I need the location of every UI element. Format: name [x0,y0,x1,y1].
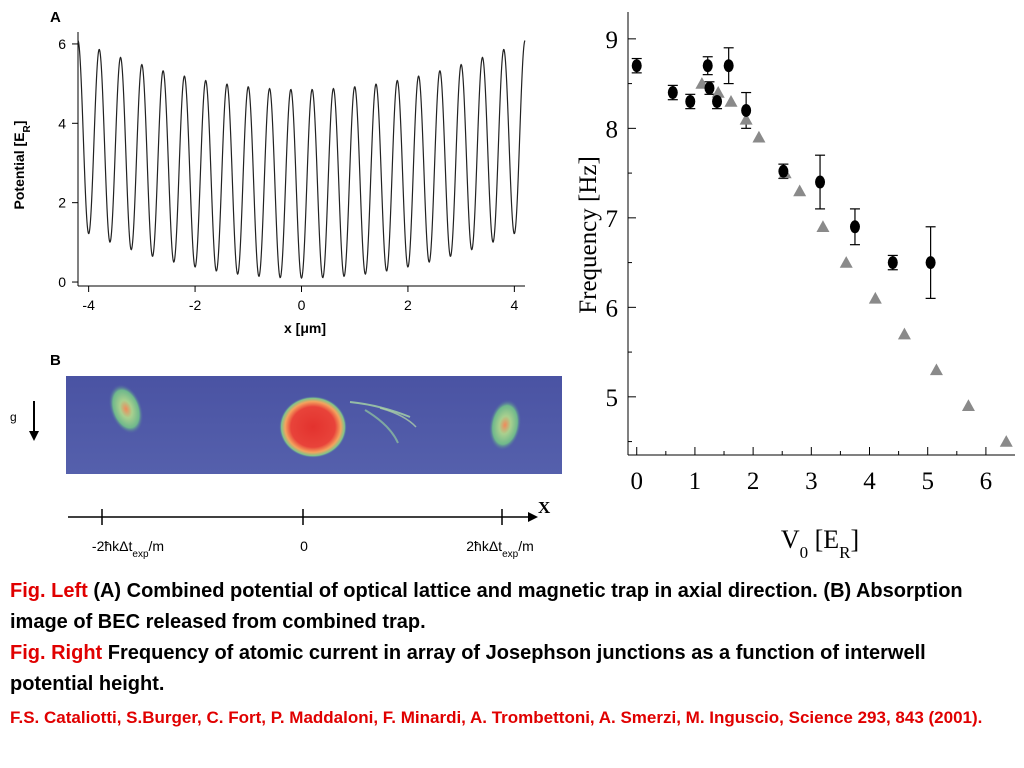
frequency-y-axis-label: Frequency [Hz] [575,156,602,314]
frequency-y-tick-label: 6 [606,295,619,322]
theory-point [961,399,975,411]
theory-points [695,77,1013,447]
axis-label-center: 0 [300,538,308,554]
potential-y-tick-label: 0 [58,274,66,290]
streak [349,401,411,418]
potential-x-tick-label: 2 [404,297,412,313]
measured-point [667,86,678,100]
caption-left: Fig. Left (A) Combined potential of opti… [10,576,1010,638]
measured-point [712,94,723,108]
panel-right: 0 1 2 3 4 5 6 5 6 7 8 9 Frequency [Hz] V0 [ER] [560,0,1024,562]
gravity-arrow-head [29,431,39,441]
theory-point [739,112,753,125]
frequency-axes [627,12,1015,456]
theory-point [839,256,853,268]
streak [364,409,399,444]
measured-point [815,175,826,189]
measured-point [702,59,713,73]
measured-point [778,164,789,178]
caption-right-label: Fig. Right [10,642,103,664]
frequency-y-tick-label: 8 [606,116,619,143]
caption-left-label: Fig. Left [10,580,88,602]
frequency-x-tick-label: 2 [747,468,760,495]
frequency-chart: 0 1 2 3 4 5 6 5 6 7 8 9 Frequency [Hz] V0 [ER] [575,12,1015,562]
streak [379,407,417,428]
potential-chart: A -4 -2 0 2 4 0 2 4 6 x [μm] Potential [ER] [11,9,526,336]
axis-label-right: 2ħkΔtexp/m [466,538,534,560]
frequency-x-tick-label: 1 [689,468,702,495]
left-side-cloud [108,383,144,435]
potential-y-tick-label: 2 [58,195,66,211]
measured-point [925,256,936,270]
theory-point [793,184,807,197]
theory-point [929,363,943,376]
theory-point [724,94,738,107]
central-condensate [279,396,347,458]
potential-x-tick-label: -2 [189,297,202,313]
absorption-image-figure: B g X -2ħkΔtexp/m 0 2ħkΔtexp/m [10,352,562,560]
panel-a: A -4 -2 0 2 4 0 2 4 6 x [μm] Potential [ER] [0,0,540,345]
panel-a-label: A [50,9,61,26]
potential-axes [77,32,525,287]
theory-point [816,220,830,232]
frequency-y-tick-label: 5 [606,385,619,412]
panel-b: B g X -2ħkΔtexp/m 0 2ħkΔtexp/m [0,345,570,560]
caption-right-text: Frequency of atomic current in array of … [10,642,926,695]
theory-point [752,130,766,143]
frequency-x-tick-label: 0 [630,468,643,495]
frequency-x-axis-label: V0 [ER] [781,525,859,560]
gravity-label: g [10,410,17,424]
measured-point [631,59,642,73]
caption-left-text: (A) Combined potential of optical lattic… [10,580,963,633]
measured-point [704,81,715,95]
theory-point [711,86,725,98]
reference: F.S. Cataliotti, S.Burger, C. Fort, P. M… [10,708,983,727]
measured-point [849,220,860,234]
frequency-x-tick-label: 5 [921,468,934,495]
frequency-x-tick-label: 3 [805,468,818,495]
frequency-y-tick-label: 9 [606,27,619,54]
theory-point [999,435,1013,447]
theory-point [897,327,911,340]
potential-ticks: -4 -2 0 2 4 0 2 4 6 [58,36,518,313]
potential-y-tick-label: 6 [58,36,66,52]
measured-point [887,256,898,270]
frequency-x-tick-label: 6 [980,468,993,495]
frequency-y-tick-label: 7 [606,206,619,233]
caption: Fig. Left (A) Combined potential of opti… [10,576,1010,732]
potential-x-axis-label: x [μm] [284,320,326,336]
axis-label-left: -2ħkΔtexp/m [92,538,164,560]
frequency-x-tick-label: 4 [863,468,876,495]
caption-right: Fig. Right Frequency of atomic current i… [10,638,1010,700]
potential-curve [77,40,526,280]
potential-y-axis-label: Potential [ER] [11,121,33,210]
momentum-axis-label: X [538,498,551,517]
potential-x-tick-label: -4 [82,297,95,313]
potential-x-tick-label: 0 [298,297,306,313]
panel-b-label: B [50,352,61,369]
measured-point [685,94,696,108]
measured-point [723,59,734,73]
right-side-cloud [488,399,522,451]
potential-x-tick-label: 4 [510,297,518,313]
theory-point [868,291,882,304]
potential-y-tick-label: 4 [58,115,66,131]
momentum-axis-arrow [528,512,538,522]
measured-point [741,103,752,117]
frequency-ticks: 0 1 2 3 4 5 6 5 6 7 8 9 [606,27,993,495]
measured-points [631,59,936,270]
